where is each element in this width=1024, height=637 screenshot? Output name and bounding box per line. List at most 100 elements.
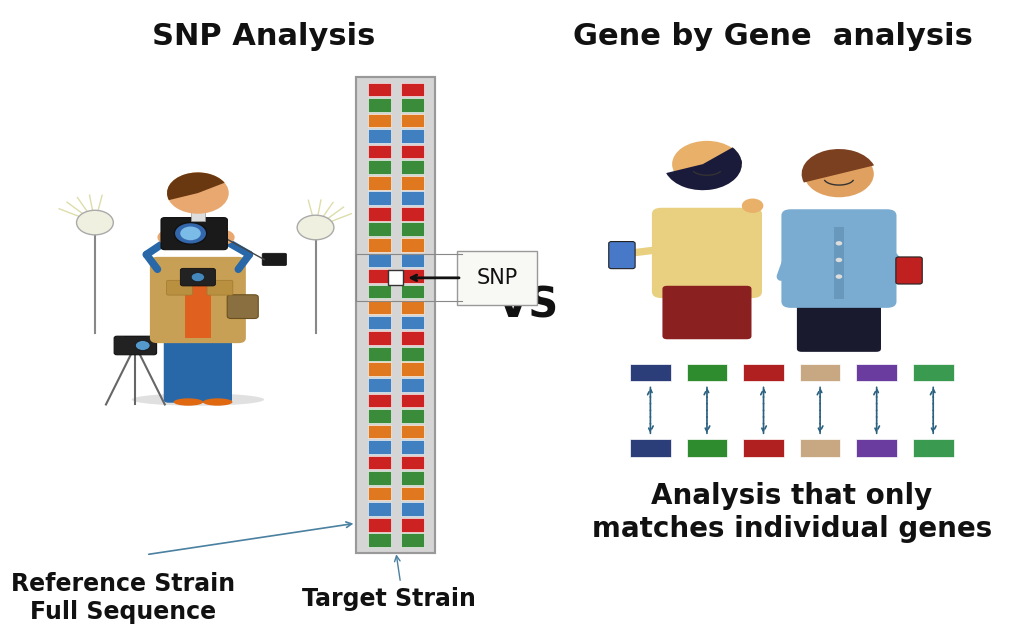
Bar <box>400 533 424 547</box>
Text: Analysis that only
matches individual genes: Analysis that only matches individual ge… <box>592 482 992 543</box>
Ellipse shape <box>203 398 232 406</box>
Text: Gene by Gene  analysis: Gene by Gene analysis <box>573 22 973 51</box>
Bar <box>400 362 424 376</box>
Bar <box>400 285 424 298</box>
Circle shape <box>167 173 228 214</box>
Bar <box>368 471 391 485</box>
Bar <box>368 176 391 190</box>
Bar <box>388 270 403 285</box>
Bar <box>912 440 953 457</box>
Circle shape <box>804 151 873 197</box>
Wedge shape <box>802 149 874 183</box>
Bar <box>368 394 391 407</box>
Bar <box>687 364 727 382</box>
FancyBboxPatch shape <box>114 336 157 355</box>
FancyBboxPatch shape <box>797 296 881 352</box>
Bar <box>124 336 146 345</box>
FancyBboxPatch shape <box>262 254 287 266</box>
Bar <box>400 129 424 143</box>
Bar <box>368 269 391 283</box>
Bar <box>368 254 391 268</box>
Circle shape <box>180 227 201 240</box>
FancyBboxPatch shape <box>781 210 896 308</box>
FancyBboxPatch shape <box>180 268 215 286</box>
Bar <box>400 503 424 516</box>
Circle shape <box>77 210 114 235</box>
Bar <box>400 176 424 190</box>
FancyBboxPatch shape <box>834 227 844 299</box>
Bar <box>400 347 424 361</box>
Text: SNP Analysis: SNP Analysis <box>153 22 376 51</box>
FancyBboxPatch shape <box>227 295 258 318</box>
Bar <box>400 191 424 205</box>
FancyBboxPatch shape <box>608 241 635 269</box>
Bar <box>368 440 391 454</box>
Bar <box>400 409 424 423</box>
Bar <box>400 440 424 454</box>
Circle shape <box>135 341 151 350</box>
FancyBboxPatch shape <box>197 333 232 403</box>
Circle shape <box>672 141 741 187</box>
Bar <box>687 440 727 457</box>
Bar <box>368 129 391 143</box>
Circle shape <box>836 241 843 245</box>
Bar <box>368 425 391 438</box>
Bar <box>400 518 424 532</box>
Bar <box>368 347 391 361</box>
FancyBboxPatch shape <box>164 333 200 403</box>
Circle shape <box>297 215 334 240</box>
Circle shape <box>836 258 843 262</box>
FancyBboxPatch shape <box>167 280 193 295</box>
Bar <box>630 364 671 382</box>
Bar <box>368 207 391 220</box>
Bar <box>368 362 391 376</box>
Bar <box>391 77 400 554</box>
Bar <box>743 364 784 382</box>
Bar <box>400 98 424 112</box>
FancyBboxPatch shape <box>356 77 435 554</box>
Bar <box>400 487 424 501</box>
Bar <box>400 83 424 96</box>
Text: Target Strain: Target Strain <box>302 587 476 612</box>
Bar <box>400 145 424 159</box>
FancyBboxPatch shape <box>190 209 205 221</box>
Bar <box>400 238 424 252</box>
Wedge shape <box>167 173 224 200</box>
FancyBboxPatch shape <box>663 286 752 340</box>
Circle shape <box>741 199 763 213</box>
Wedge shape <box>702 147 741 164</box>
Circle shape <box>836 275 843 279</box>
Bar <box>400 471 424 485</box>
Ellipse shape <box>174 398 203 406</box>
Circle shape <box>174 222 207 244</box>
Bar <box>400 222 424 236</box>
Bar <box>856 440 897 457</box>
Bar <box>400 316 424 329</box>
Bar <box>400 254 424 268</box>
Bar <box>743 440 784 457</box>
Bar <box>856 364 897 382</box>
Bar <box>912 364 953 382</box>
Text: Reference Strain
Full Sequence: Reference Strain Full Sequence <box>11 572 236 624</box>
Bar <box>368 533 391 547</box>
Ellipse shape <box>132 394 264 406</box>
Bar <box>368 409 391 423</box>
Bar <box>400 161 424 174</box>
Text: SNP: SNP <box>476 268 518 288</box>
Bar <box>400 425 424 438</box>
Circle shape <box>191 273 205 282</box>
Bar <box>400 300 424 314</box>
Bar <box>800 440 841 457</box>
Bar <box>368 238 391 252</box>
Bar <box>368 331 391 345</box>
Bar <box>368 455 391 469</box>
FancyBboxPatch shape <box>457 251 538 304</box>
Bar <box>368 98 391 112</box>
Circle shape <box>213 230 234 245</box>
Bar <box>368 300 391 314</box>
Bar <box>400 394 424 407</box>
Bar <box>368 145 391 159</box>
FancyBboxPatch shape <box>161 218 227 250</box>
Bar <box>400 331 424 345</box>
Bar <box>368 83 391 96</box>
